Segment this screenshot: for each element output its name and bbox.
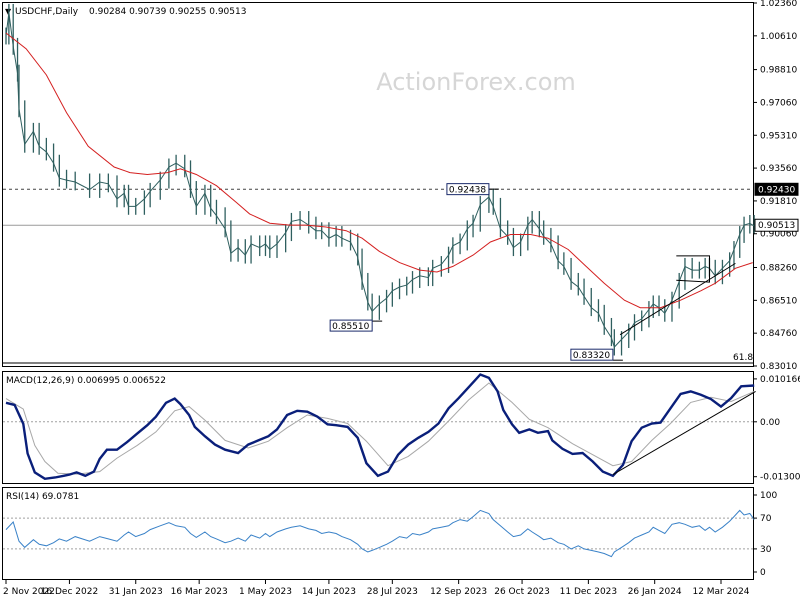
price-annotations: 0.92438 0.85510 0.83320	[329, 183, 736, 361]
symbol-label: USDCHF,Daily	[15, 7, 79, 17]
rsi-title: RSI(14) 69.0781	[6, 492, 79, 502]
macd-layer	[3, 373, 756, 481]
price-axis-highlight	[754, 182, 799, 196]
rsi-tick-label: 30	[760, 545, 772, 555]
price-axis: 1.02360 1.00610 0.98810 0.97060 0.95310 0.935…	[733, 0, 799, 372]
time-tick-label: 12 Mar 2024	[692, 587, 749, 597]
rsi-tick-label: 0	[760, 568, 766, 578]
macd-tick-label: 0.010166	[760, 375, 800, 385]
time-tick-label: 31 Jan 2023	[109, 587, 163, 597]
macd-axis: 0.010166 0.00 -0.013006	[753, 375, 800, 483]
rsi-line	[5, 509, 755, 558]
price-tick-label: 0.83010	[760, 362, 797, 372]
price-tick-label: 0.97060	[760, 98, 797, 108]
flag-pattern	[676, 255, 710, 283]
time-tick-label: 16 Dec 2022	[41, 587, 99, 597]
sma-line	[5, 32, 753, 309]
watermark-text: ActionForex.com	[376, 68, 576, 96]
macd-panel-frame	[2, 371, 754, 484]
price-axis-highlight-label: 0.90513	[758, 221, 795, 231]
macd-line	[5, 373, 755, 481]
time-tick-label: 11 Dec 2023	[560, 587, 618, 597]
time-tick-label: 26 Jan 2024	[628, 587, 682, 597]
level-label-box	[570, 348, 614, 361]
level-label: 0.83320	[573, 351, 610, 361]
time-tick-label: 12 Sep 2023	[430, 587, 487, 597]
time-tick-label: 14 Jun 2023	[302, 587, 356, 597]
time-tick-label: 26 Oct 2023	[494, 587, 550, 597]
price-tick-label: 0.84760	[760, 329, 797, 339]
rsi-tick-label: 70	[760, 514, 772, 524]
support-trendline	[619, 262, 736, 336]
price-reference-lines	[3, 188, 753, 364]
price-tick-label: 0.91810	[760, 197, 797, 207]
price-tick-label: 0.98810	[760, 66, 797, 76]
price-tick-label: 0.93560	[760, 164, 797, 174]
price-axis-highlight-label: 0.92430	[758, 185, 795, 195]
time-tick-label: 16 Mar 2023	[171, 587, 228, 597]
price-line	[5, 12, 755, 349]
time-tick-label: 28 Jul 2023	[367, 587, 418, 597]
level-label: 0.85510	[332, 322, 369, 332]
level-label: 0.92438	[449, 186, 486, 196]
price-series-layer	[5, 3, 755, 356]
price-tick-label: 0.95310	[760, 131, 797, 141]
price-panel-frame	[2, 2, 754, 367]
level-label-box	[446, 183, 490, 196]
rsi-axis: 100 70 30 0	[753, 491, 777, 578]
price-tick-label: 1.02360	[760, 0, 797, 9]
rsi-layer	[3, 509, 755, 558]
macd-tick-label: -0.013006	[760, 473, 800, 483]
price-tick-label: 0.88260	[760, 264, 797, 274]
rsi-panel-frame	[2, 487, 754, 580]
time-tick-label: 2 Nov 2022	[3, 587, 55, 597]
level-label-box	[329, 319, 373, 332]
macd-tick-label: 0.00	[760, 418, 780, 428]
price-axis-highlight	[754, 218, 799, 232]
price-tick-label: 1.00610	[760, 32, 797, 42]
macd-trendline	[612, 390, 756, 475]
price-tick-label: 0.90060	[760, 230, 797, 240]
price-tick-label: 0.86510	[760, 296, 797, 306]
macd-title: MACD(12,26,9) 0.006995 0.006522	[6, 376, 166, 386]
rsi-tick-label: 100	[760, 491, 777, 501]
time-tick-label: 1 May 2023	[239, 587, 292, 597]
ohlc-readout: 0.90284 0.90739 0.90255 0.90513	[89, 7, 246, 17]
fib-label: 61.8	[733, 353, 753, 363]
